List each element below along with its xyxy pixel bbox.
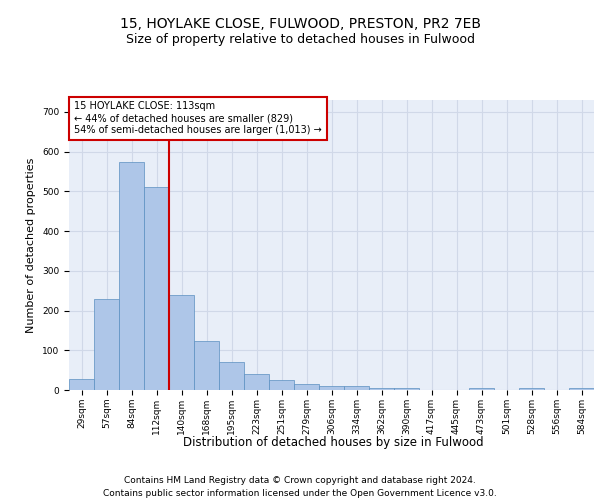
Bar bbox=[244, 374, 269, 390]
Bar bbox=[269, 380, 294, 390]
Bar bbox=[569, 388, 594, 390]
Y-axis label: Number of detached properties: Number of detached properties bbox=[26, 158, 37, 332]
Bar bbox=[219, 362, 244, 390]
Text: 15 HOYLAKE CLOSE: 113sqm
← 44% of detached houses are smaller (829)
54% of semi-: 15 HOYLAKE CLOSE: 113sqm ← 44% of detach… bbox=[74, 102, 322, 134]
Bar bbox=[94, 298, 119, 390]
Bar bbox=[319, 386, 344, 390]
Bar bbox=[119, 162, 144, 390]
Bar bbox=[394, 388, 419, 390]
Bar bbox=[144, 188, 169, 390]
Bar bbox=[194, 341, 219, 390]
Bar bbox=[344, 386, 369, 390]
Text: Contains HM Land Registry data © Crown copyright and database right 2024.
Contai: Contains HM Land Registry data © Crown c… bbox=[103, 476, 497, 498]
Bar bbox=[294, 384, 319, 390]
Text: Size of property relative to detached houses in Fulwood: Size of property relative to detached ho… bbox=[125, 32, 475, 46]
Bar bbox=[469, 388, 494, 390]
Bar bbox=[69, 380, 94, 390]
Bar bbox=[169, 294, 194, 390]
Bar bbox=[519, 388, 544, 390]
Text: Distribution of detached houses by size in Fulwood: Distribution of detached houses by size … bbox=[182, 436, 484, 449]
Bar bbox=[369, 388, 394, 390]
Text: 15, HOYLAKE CLOSE, FULWOOD, PRESTON, PR2 7EB: 15, HOYLAKE CLOSE, FULWOOD, PRESTON, PR2… bbox=[119, 18, 481, 32]
